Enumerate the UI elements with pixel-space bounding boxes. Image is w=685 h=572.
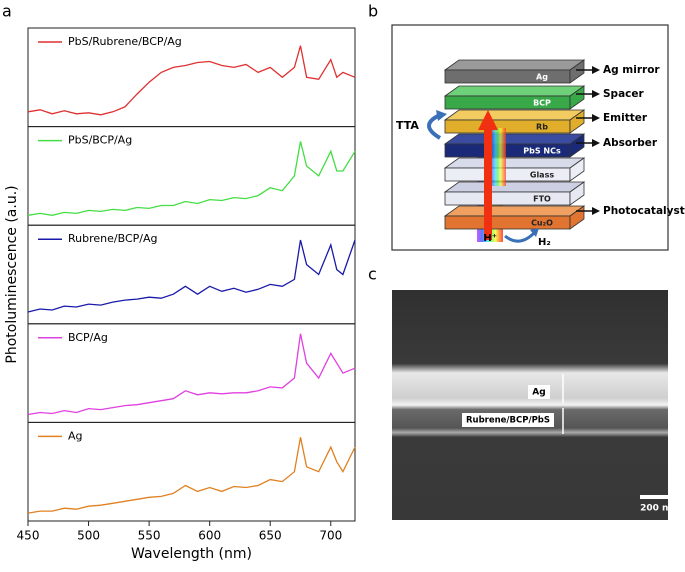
legend-label: Rubrene/BCP/Ag [68, 232, 157, 245]
layer-front [444, 119, 571, 134]
line [27, 141, 356, 216]
layer-side [569, 109, 585, 134]
excitation-arrow [478, 110, 498, 240]
tta-arrow [427, 113, 442, 140]
layer-label: Glass [530, 171, 554, 180]
layer-label: Cu₂O [531, 219, 553, 228]
label-box [528, 385, 550, 399]
panel-label: b [368, 2, 378, 21]
layer-top [443, 157, 586, 169]
label-box [462, 413, 554, 427]
layer-label: Rb [536, 123, 548, 132]
arrow-head [592, 114, 600, 122]
layer-side [569, 133, 585, 158]
callout-label: Photocatalyst [603, 205, 685, 217]
chart: PbS/Rubrene/BCP/Ag PbS/BCP/Ag Rubrene/BCP/… [4, 27, 356, 562]
layer-top [443, 85, 586, 97]
x-axis-label: Wavelength (nm) [131, 546, 252, 562]
callout-label: Ag mirror [603, 64, 660, 76]
scale-bar [640, 495, 678, 499]
panel-label: a [2, 2, 12, 21]
x-tick-label: 600 [198, 529, 221, 543]
layer-top [443, 181, 586, 193]
legend-label: PbS/BCP/Ag [68, 134, 132, 147]
layer-side [569, 85, 585, 110]
arrow-head [592, 66, 600, 74]
light-beam [488, 128, 506, 186]
scale-label: 200 nm [640, 504, 678, 514]
layer-side [569, 59, 585, 84]
line [27, 45, 356, 116]
layer-top [443, 133, 586, 145]
x-tick-label: 550 [138, 529, 161, 543]
sem-label: Ag [532, 388, 545, 398]
legend-label: Ag [68, 429, 83, 442]
arrow-head [592, 207, 600, 215]
layer-top [443, 205, 586, 217]
callout-label: Spacer [603, 88, 645, 100]
layer-label: BCP [533, 99, 551, 108]
layer-side [569, 157, 585, 182]
legend-label: BCP/Ag [68, 331, 108, 344]
arrow-head [592, 90, 600, 98]
arrow-head [436, 110, 447, 121]
h2-arrow [504, 230, 537, 243]
layer-label: Ag [536, 73, 548, 82]
x-tick-label: 500 [77, 529, 100, 543]
line [27, 333, 356, 416]
layer-label: FTO [533, 195, 551, 204]
arrow-head [530, 228, 539, 237]
callout-label: Absorber [603, 137, 658, 149]
x-tick-label: 650 [259, 529, 282, 543]
legend-label: PbS/Rubrene/BCP/Ag [68, 35, 182, 48]
layer-label: PbS NCs [523, 147, 561, 156]
layer-top [443, 109, 586, 121]
panel [27, 421, 356, 522]
layer-front [444, 69, 571, 84]
species-label: H⁺ [483, 233, 497, 244]
diagram: Cu₂O FTO Glass PbS NCs Rb BCP Ag Ag mirror Space… [391, 24, 685, 251]
layer-front [444, 191, 571, 206]
sem-image: Ag Rubrene/BCP/PbS 200 nm [392, 290, 678, 520]
layer-front [444, 95, 571, 110]
panel-label: c [368, 265, 377, 284]
line [27, 437, 356, 514]
line [27, 239, 356, 313]
process-label: TTA [396, 119, 419, 132]
species-label: H₂ [538, 237, 551, 248]
layer-top [443, 59, 586, 71]
x-tick-label: 700 [319, 529, 342, 543]
sem-background [392, 290, 668, 520]
callout-label: Emitter [603, 112, 648, 124]
arrow-head [592, 139, 600, 147]
sem-label: Rubrene/BCP/PbS [466, 416, 550, 426]
y-axis-label: Photoluminescence (a.u.) [4, 185, 20, 363]
x-tick-label: 450 [17, 529, 40, 543]
layer-side [569, 181, 585, 206]
